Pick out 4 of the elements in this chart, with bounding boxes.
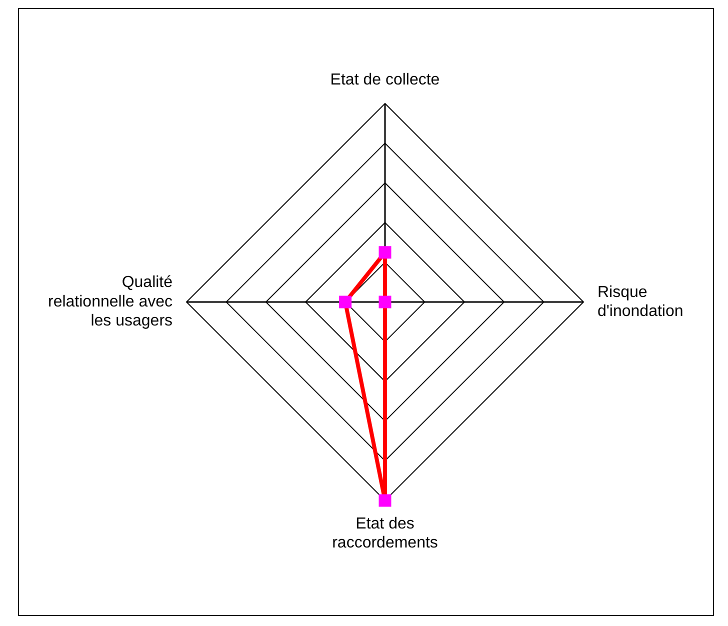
spoke-label: Risque d'inondation	[597, 284, 684, 320]
spoke-label: Qualité relationnelle avec les usagers	[48, 274, 173, 330]
spoke-label: Etat des raccordements	[332, 515, 438, 552]
spoke-label: Etat de collecte	[330, 71, 440, 88]
